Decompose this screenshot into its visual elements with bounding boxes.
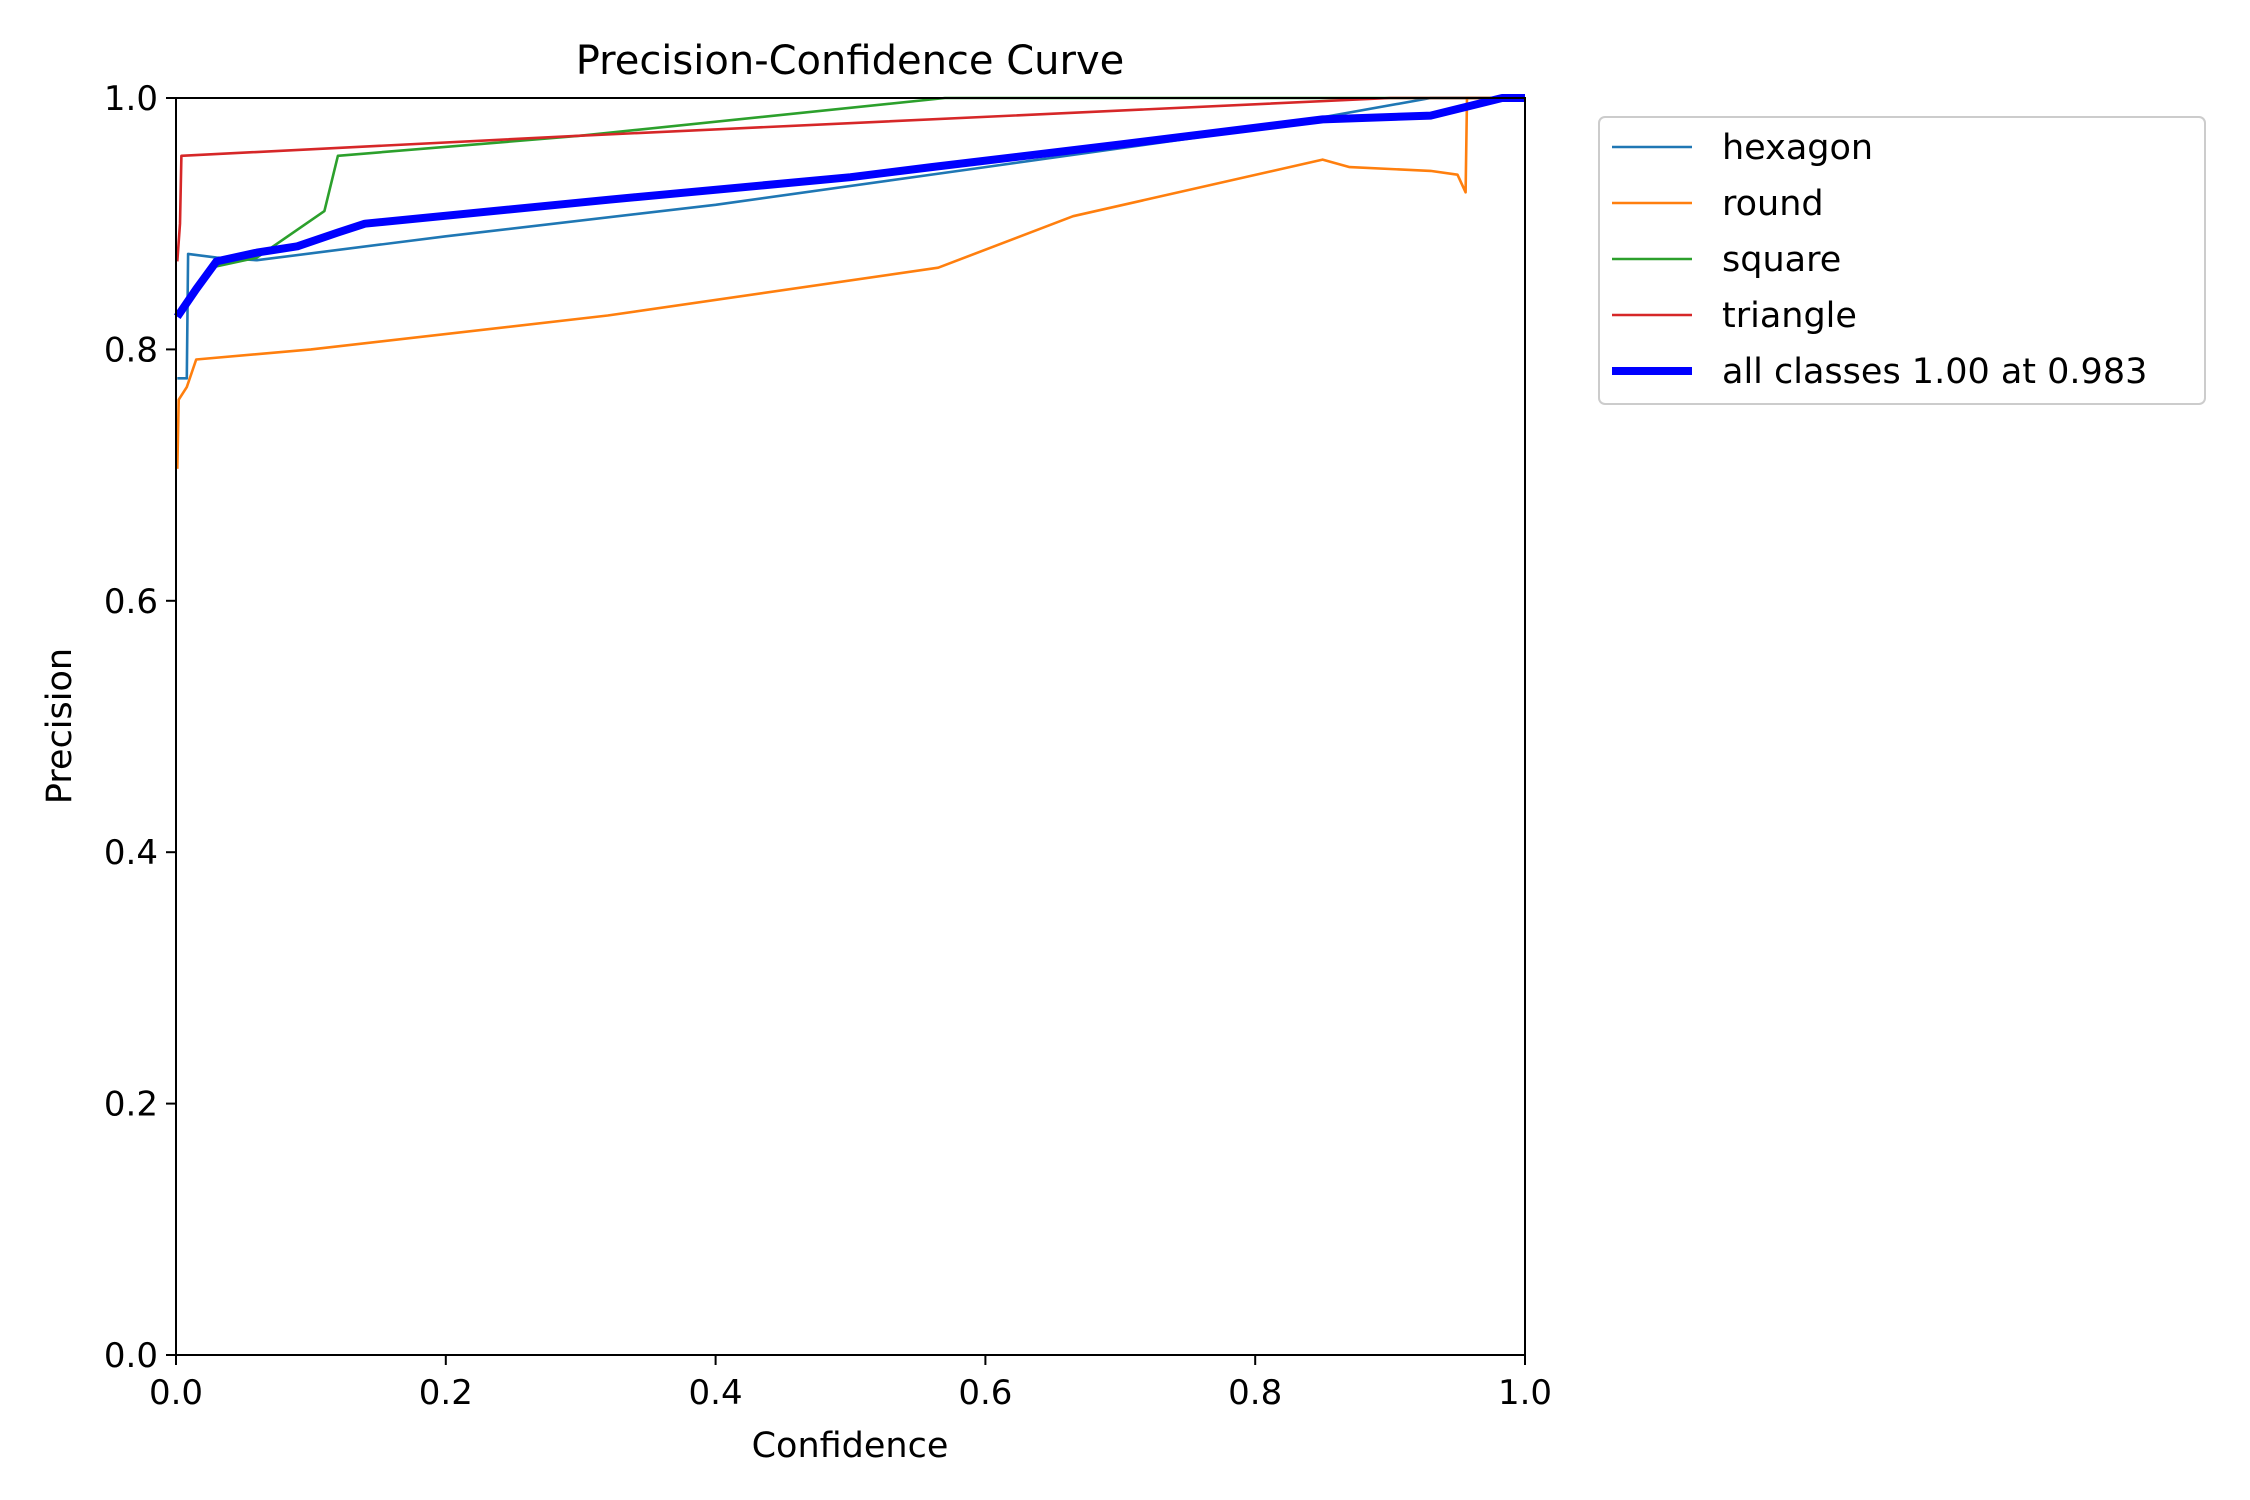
legend-label-1: round (1722, 184, 1824, 224)
chart-title: Precision-Confidence Curve (576, 38, 1125, 84)
y-tick-label: 0.8 (104, 330, 158, 370)
y-tick-label: 0.0 (104, 1336, 158, 1376)
legend-label-0: hexagon (1722, 128, 1873, 168)
x-axis-ticks: 0.0 0.2 0.4 0.6 0.8 1.0 (149, 1355, 1552, 1413)
legend-label-2: square (1722, 240, 1841, 280)
x-tick-label: 0.2 (419, 1373, 473, 1413)
y-tick-label: 0.4 (104, 833, 158, 873)
x-tick-label: 0.6 (958, 1373, 1012, 1413)
y-tick-label: 0.2 (104, 1085, 158, 1125)
plot-lines (173, 94, 1525, 469)
x-tick-label: 0.0 (149, 1373, 203, 1413)
legend-frame (1598, 116, 2206, 405)
plot-frame (175, 97, 1526, 1356)
series-line-4 (173, 94, 1525, 319)
y-tick-label: 1.0 (104, 79, 158, 119)
series-line-1 (176, 96, 1525, 469)
y-axis-ticks: 0.0 0.2 0.4 0.6 0.8 1.0 (104, 79, 176, 1376)
x-tick-label: 1.0 (1498, 1373, 1552, 1413)
x-tick-label: 0.4 (689, 1373, 743, 1413)
y-tick-label: 0.6 (104, 582, 158, 622)
legend-label-3: triangle (1722, 296, 1857, 336)
x-tick-label: 0.8 (1228, 1373, 1282, 1413)
legend-label-4: all classes 1.00 at 0.983 (1722, 352, 2147, 392)
series-line-0 (177, 96, 1525, 380)
x-axis-label: Confidence (752, 1426, 949, 1466)
legend: hexagon round square triangle all classes 1.… (1598, 116, 2206, 405)
y-axis-label: Precision (40, 648, 80, 804)
